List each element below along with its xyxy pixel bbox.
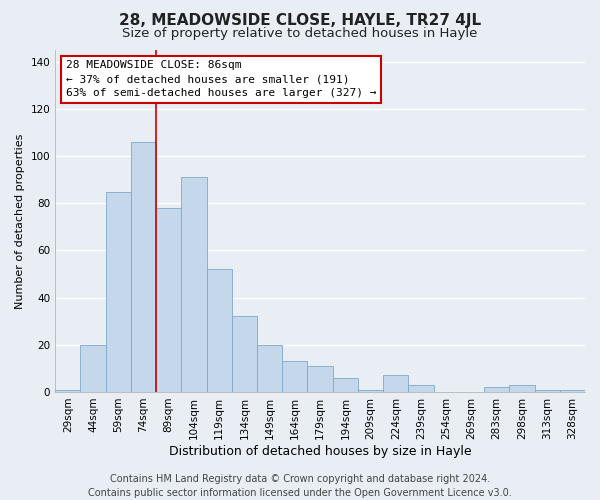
Text: Contains HM Land Registry data © Crown copyright and database right 2024.
Contai: Contains HM Land Registry data © Crown c…	[88, 474, 512, 498]
Text: Size of property relative to detached houses in Hayle: Size of property relative to detached ho…	[122, 28, 478, 40]
Bar	[560, 390, 585, 392]
Bar	[383, 376, 409, 392]
Bar	[232, 316, 257, 392]
Bar	[55, 390, 80, 392]
Bar	[80, 345, 106, 392]
Bar	[131, 142, 156, 392]
Bar	[509, 385, 535, 392]
Text: 28, MEADOWSIDE CLOSE, HAYLE, TR27 4JL: 28, MEADOWSIDE CLOSE, HAYLE, TR27 4JL	[119, 12, 481, 28]
Bar	[282, 362, 307, 392]
Y-axis label: Number of detached properties: Number of detached properties	[15, 134, 25, 308]
Bar	[535, 390, 560, 392]
Bar	[409, 385, 434, 392]
Bar	[156, 208, 181, 392]
Text: 28 MEADOWSIDE CLOSE: 86sqm
← 37% of detached houses are smaller (191)
63% of sem: 28 MEADOWSIDE CLOSE: 86sqm ← 37% of deta…	[66, 60, 376, 98]
Bar	[332, 378, 358, 392]
Bar	[358, 390, 383, 392]
Bar	[181, 178, 206, 392]
Bar	[206, 270, 232, 392]
Bar	[484, 387, 509, 392]
Bar	[106, 192, 131, 392]
Bar	[257, 345, 282, 392]
Bar	[307, 366, 332, 392]
X-axis label: Distribution of detached houses by size in Hayle: Distribution of detached houses by size …	[169, 444, 472, 458]
